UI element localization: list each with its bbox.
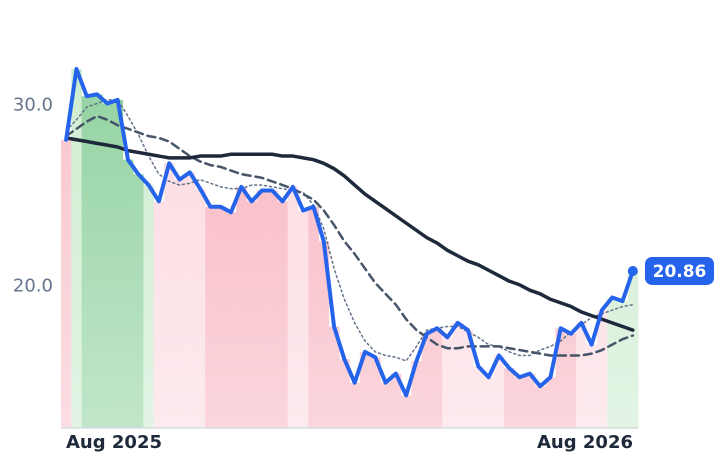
y-tick-label: 30.0 [13, 94, 53, 115]
series-line [64, 67, 635, 398]
x-tick-label: Aug 2025 [66, 432, 162, 453]
x-tick-label: Aug 2026 [537, 432, 633, 453]
series-line [65, 99, 634, 362]
last-value-badge [645, 256, 714, 285]
last-point [627, 265, 638, 276]
last-value-label: 20.86 [653, 262, 707, 282]
bar-fade [61, 40, 638, 428]
series-line [64, 114, 635, 357]
series-line [64, 136, 635, 332]
y-tick-label: 20.0 [13, 276, 53, 297]
